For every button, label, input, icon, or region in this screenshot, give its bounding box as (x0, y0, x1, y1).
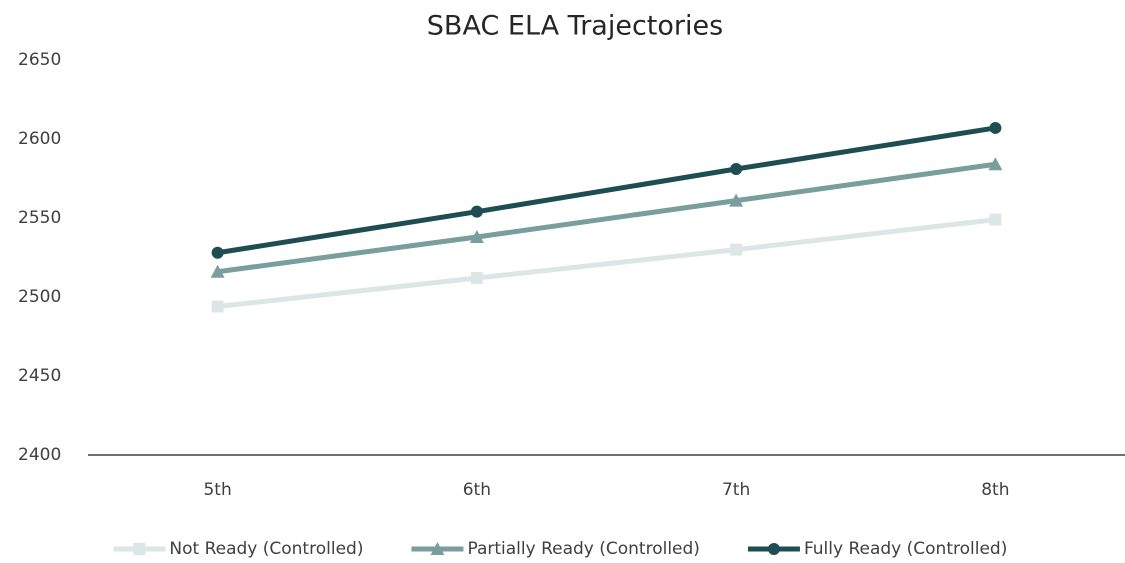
data-point (730, 243, 743, 256)
data-point (470, 205, 483, 218)
data-point (988, 157, 1003, 171)
series-line (217, 161, 996, 275)
chart-title: SBAC ELA Trajectories (427, 11, 723, 42)
x-tick-label: 5th (203, 480, 231, 500)
y-tick-label: 2450 (18, 366, 61, 386)
data-point (210, 264, 225, 278)
data-point (470, 272, 483, 285)
legend-marker (430, 542, 445, 555)
legend-item: Fully Ready (Controlled) (747, 539, 1007, 559)
series-line (217, 217, 996, 309)
x-tick-label: 7th (722, 480, 750, 500)
y-tick-label: 2400 (18, 445, 61, 465)
data-point (989, 121, 1002, 134)
data-point (469, 229, 484, 243)
y-tick-label: 2500 (18, 287, 61, 307)
legend-marker (767, 543, 780, 555)
legend-item: Not Ready (Controlled) (113, 539, 363, 559)
data-point (730, 163, 743, 176)
y-tick-label: 2600 (18, 129, 61, 149)
legend-label: Fully Ready (Controlled) (804, 539, 1007, 559)
y-tick-label: 2550 (18, 208, 61, 228)
x-tick-label: 6th (463, 480, 491, 500)
data-point (211, 246, 224, 259)
legend-marker (133, 543, 146, 555)
legend-label: Partially Ready (Controlled) (467, 539, 699, 559)
y-tick-label: 2650 (18, 50, 61, 70)
series-line (217, 125, 996, 256)
legend-item: Partially Ready (Controlled) (411, 539, 700, 559)
x-tick-label: 8th (981, 480, 1009, 500)
data-point (729, 193, 744, 207)
data-point (989, 213, 1002, 226)
legend-label: Not Ready (Controlled) (169, 539, 363, 559)
data-point (211, 300, 224, 313)
